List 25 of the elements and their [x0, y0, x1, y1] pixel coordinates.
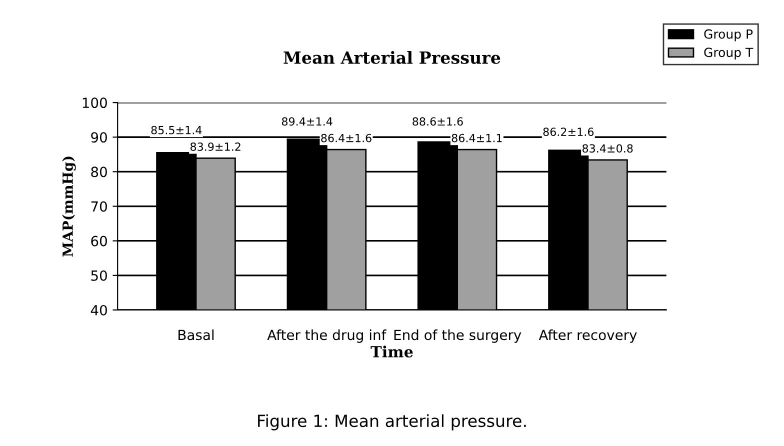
data-label: 86.2±1.6 [543, 128, 594, 136]
y-tick-label: 90 [91, 132, 107, 143]
y-tick-label: 80 [91, 166, 107, 178]
data-label: 86.4±1.1 [452, 134, 502, 142]
data-label: 88.6±1.6 [412, 117, 463, 126]
y-tick-label: 40 [90, 304, 107, 316]
y-tick-label: 70 [91, 201, 107, 212]
data-label: 86.4±1.6 [321, 134, 372, 142]
x-tick-label: After the drug inf [267, 329, 386, 343]
y-tick-label: 100 [82, 98, 107, 108]
data-label: 83.9±1.2 [190, 142, 240, 151]
y-axis-title: MAP(mmHg) [62, 156, 76, 257]
y-tick-label: 50 [91, 270, 107, 281]
data-label: 89.4±1.4 [282, 117, 332, 126]
x-tick-label: After recovery [538, 329, 637, 343]
y-tick-label: 60 [91, 236, 107, 246]
caption: Figure 1: Mean arterial pressure. [258, 414, 526, 430]
legend-label: Group P [704, 29, 753, 42]
data-label: 85.5±1.4 [151, 126, 202, 134]
x-tick-label: Basal [178, 329, 214, 340]
x-tick-label: End of the surgery [394, 329, 522, 343]
x-axis-title: Time [370, 346, 413, 358]
legend-label: Group T [704, 48, 754, 60]
data-label: 83.4±0.8 [582, 144, 633, 153]
chart-title: Mean Arterial Pressure [284, 51, 500, 64]
